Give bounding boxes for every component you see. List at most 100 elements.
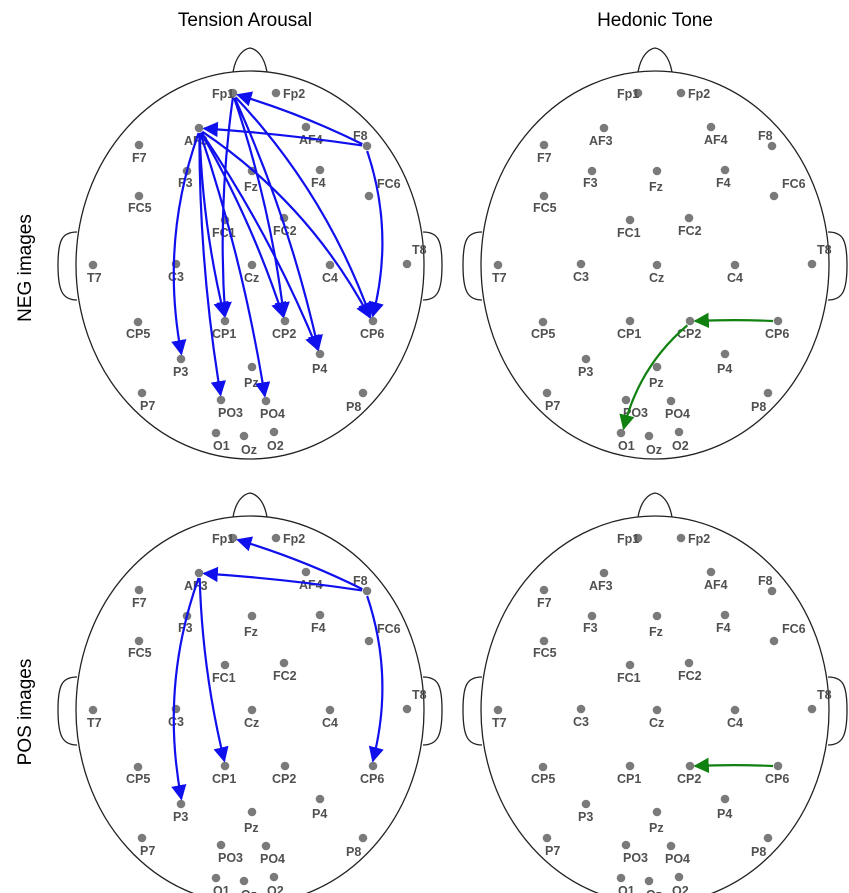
electrode-f3: F3: [583, 166, 598, 190]
electrode-label: C4: [727, 716, 743, 730]
electrode-dot: [730, 260, 740, 270]
electrode-oz: Oz: [644, 431, 662, 457]
electrode-fp1: Fp1: [617, 87, 643, 101]
electrode-dot: [720, 610, 730, 620]
electrode-label: T7: [87, 716, 102, 730]
electrode-dot: [581, 799, 591, 809]
electrode-dot: [280, 761, 290, 771]
electrode-dot: [279, 658, 289, 668]
electrode-pz: Pz: [244, 807, 259, 835]
electrode-p4: P4: [312, 349, 327, 376]
arrow-fp1-to-cp1: [216, 97, 234, 318]
electrode-af3: AF3: [589, 123, 613, 148]
electrode-f7: F7: [537, 140, 552, 165]
electrode-cp6: CP6: [360, 761, 384, 786]
electrode-label: AF4: [299, 133, 323, 147]
electrode-c4: C4: [727, 705, 743, 730]
electrode-f4: F4: [311, 165, 326, 190]
electrode-dot: [706, 122, 716, 132]
electrode-label: Fp1: [212, 87, 234, 101]
electrode-label: P7: [140, 844, 155, 858]
electrode-dot: [767, 141, 777, 151]
electrode-cp6: CP6: [360, 316, 384, 341]
electrode-dot: [176, 799, 186, 809]
electrode-dot: [301, 567, 311, 577]
electrode-dot: [587, 166, 597, 176]
electrode-t8: T8: [807, 243, 832, 269]
head-outline: [480, 70, 830, 460]
electrode-o1: O1: [616, 428, 635, 453]
electrode-f7: F7: [537, 585, 552, 610]
electrode-label: CP1: [617, 772, 641, 786]
electrode-label: T7: [87, 271, 102, 285]
electrode-fc1: FC1: [617, 215, 641, 240]
electrode-o1: O1: [616, 873, 635, 893]
electrode-label: C3: [573, 715, 589, 729]
electrode-label: P3: [173, 365, 188, 379]
electrode-dot: [730, 705, 740, 715]
electrode-label: Cz: [244, 271, 259, 285]
arrow-fp1-to-p4: [233, 97, 323, 351]
electrode-dot: [368, 316, 378, 326]
electrode-p8: P8: [346, 388, 368, 414]
electrode-dot: [542, 388, 552, 398]
electrode-label: Oz: [241, 888, 257, 893]
electrode-dot: [364, 636, 374, 646]
electrode-label: CP6: [360, 772, 384, 786]
electrode-label: F7: [537, 151, 552, 165]
electrode-label: FC6: [782, 622, 806, 636]
electrode-p4: P4: [717, 794, 732, 821]
electrode-dot: [261, 841, 271, 851]
electrode-label: FC5: [533, 201, 557, 215]
electrode-p7: P7: [137, 388, 155, 413]
electrode-label: PO4: [665, 407, 690, 421]
electrode-c4: C4: [322, 705, 338, 730]
electrode-dot: [133, 762, 143, 772]
electrode-af4: AF4: [299, 122, 323, 147]
electrode-po3: PO3: [621, 840, 648, 865]
electrode-label: FC5: [128, 646, 152, 660]
electrode-label: CP5: [531, 772, 555, 786]
electrode-dot: [539, 585, 549, 595]
electrode-label: AF4: [704, 578, 728, 592]
electrode-p7: P7: [542, 388, 560, 413]
electrode-label: Fp2: [688, 532, 710, 546]
electrode-dot: [684, 213, 694, 223]
head-outline: [480, 515, 830, 893]
electrode-label: CP6: [360, 327, 384, 341]
electrode-label: PO3: [623, 851, 648, 865]
electrode-label: CP2: [272, 327, 296, 341]
electrode-t7: T7: [87, 705, 102, 730]
electrode-dot: [325, 260, 335, 270]
electrode-dot: [674, 872, 684, 882]
electrode-cp1: CP1: [212, 316, 236, 341]
electrode-dot: [216, 840, 226, 850]
electrode-po4: PO4: [260, 841, 285, 866]
electrode-label: PO3: [218, 851, 243, 865]
electrode-dot: [542, 833, 552, 843]
electrode-cp2: CP2: [272, 761, 296, 786]
arrow-f8-to-af3: [202, 566, 363, 592]
electrode-f7: F7: [132, 585, 147, 610]
electrode-label: F7: [537, 596, 552, 610]
electrode-label: O2: [672, 884, 689, 893]
electrode-dot: [247, 807, 257, 817]
right-ear-outline: [422, 231, 443, 301]
electrode-label: P8: [346, 400, 361, 414]
electrode-t7: T7: [492, 705, 507, 730]
electrode-af4: AF4: [704, 567, 728, 592]
electrode-label: P4: [717, 362, 732, 376]
electrode-label: Oz: [646, 888, 662, 893]
electrode-label: Fp2: [688, 87, 710, 101]
electrode-label: P7: [140, 399, 155, 413]
electrode-oz: Oz: [644, 876, 662, 893]
electrode-dot: [625, 761, 635, 771]
electrode-label: FC2: [678, 669, 702, 683]
electrode-label: C4: [322, 271, 338, 285]
electrode-dot: [616, 873, 626, 883]
electrode-label: T8: [412, 243, 427, 257]
electrode-af4: AF4: [704, 122, 728, 147]
electrode-fc6: FC6: [769, 622, 806, 646]
electrode-fc1: FC1: [617, 660, 641, 685]
right-ear-outline: [827, 231, 848, 301]
